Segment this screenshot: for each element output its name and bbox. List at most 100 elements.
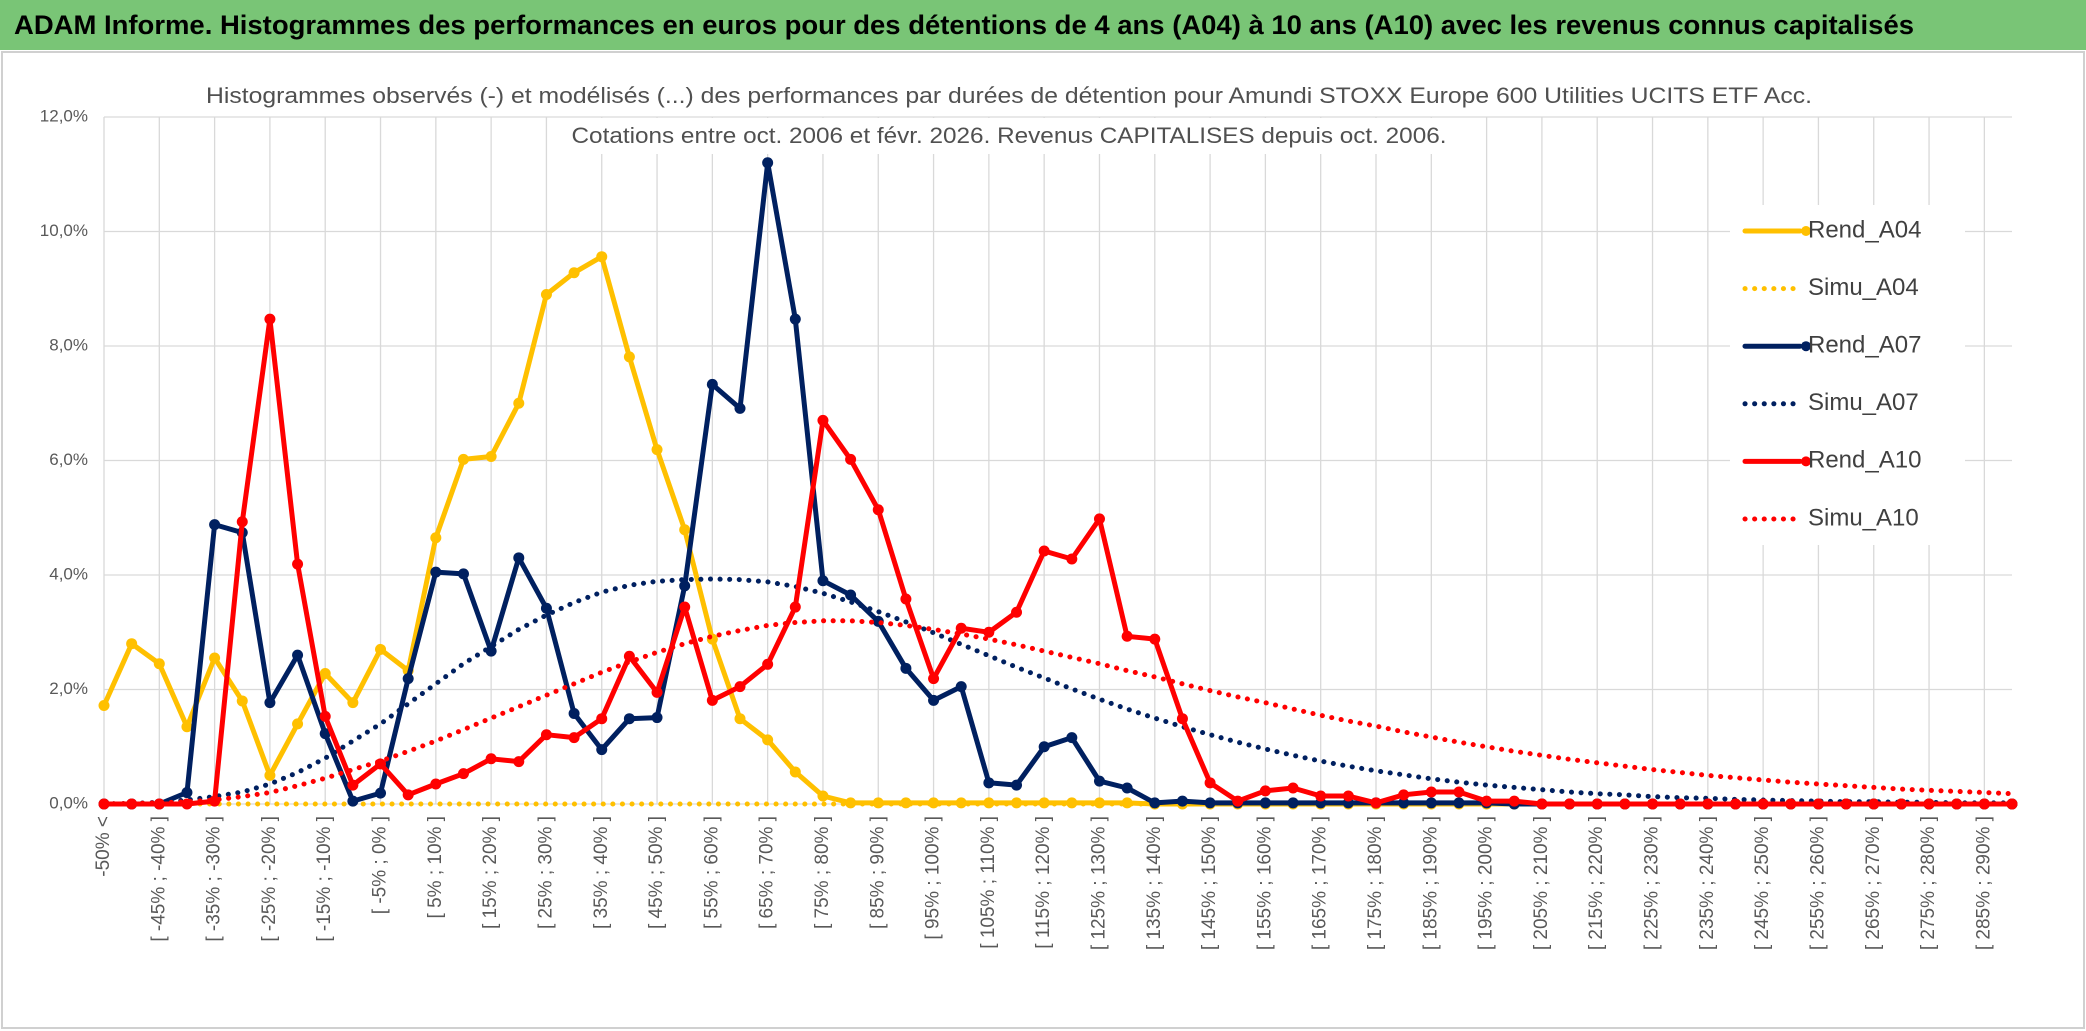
x-tick-label: [ 165% ; 170% ]: [1310, 816, 1331, 950]
point: [1204, 797, 1216, 809]
x-tick-label: [ 155% ; 160% ]: [1254, 816, 1275, 950]
point: [209, 652, 221, 664]
point: [1619, 798, 1631, 810]
point: [1176, 713, 1188, 725]
point: [651, 712, 663, 724]
point: [1453, 797, 1465, 809]
point: [845, 589, 857, 601]
legend-marker: [1801, 341, 1811, 352]
point: [1121, 782, 1133, 794]
point: [1923, 798, 1935, 810]
point: [789, 766, 801, 778]
point: [596, 713, 608, 725]
y-tick-label: 0,0%: [49, 793, 88, 812]
point: [1342, 790, 1354, 802]
chart-subtitle: Cotations entre oct. 2006 et févr. 2026.…: [572, 123, 1447, 148]
point: [762, 658, 774, 670]
point: [679, 524, 691, 536]
x-tick-label: [ 185% ; 190% ]: [1420, 816, 1441, 950]
point: [209, 519, 221, 531]
point: [1425, 797, 1437, 809]
subtitle-bg: [565, 118, 1455, 154]
point: [568, 708, 580, 720]
y-tick-label: 10,0%: [40, 221, 88, 240]
x-tick-label: [ 115% ; 120% ]: [1033, 816, 1054, 949]
x-tick-label: [ 35% ; 40% ]: [591, 816, 612, 929]
point: [375, 643, 387, 655]
point: [1011, 606, 1023, 618]
point: [1121, 630, 1133, 642]
x-tick-label: [ -15% ; -10% ]: [314, 816, 335, 942]
point: [540, 602, 552, 614]
point: [457, 768, 469, 780]
point: [734, 402, 746, 414]
legend-label: Rend_A07: [1808, 332, 1921, 359]
legend-label: Rend_A04: [1808, 216, 1921, 243]
point: [817, 414, 829, 426]
point: [679, 601, 691, 613]
banner: [0, 0, 2086, 50]
point: [900, 662, 912, 674]
y-tick-label: 8,0%: [49, 335, 88, 354]
x-tick-label: -50% <: [93, 816, 114, 877]
point: [181, 787, 193, 799]
point: [1398, 797, 1410, 809]
point: [1895, 798, 1907, 810]
point: [651, 444, 663, 456]
x-tick-label: [ 135% ; 140% ]: [1144, 816, 1165, 950]
point: [181, 721, 193, 733]
point: [955, 622, 967, 634]
legend-marker: [1801, 226, 1811, 236]
point: [1425, 786, 1437, 798]
point: [596, 251, 608, 263]
point: [1038, 545, 1050, 557]
point: [1591, 798, 1603, 810]
point: [762, 157, 774, 169]
point: [513, 552, 525, 564]
point: [789, 601, 801, 613]
point: [153, 658, 165, 670]
x-tick-label: [ 235% ; 240% ]: [1697, 816, 1718, 950]
x-tick-label: [ 175% ; 180% ]: [1365, 816, 1386, 950]
point: [1149, 633, 1161, 645]
point: [1315, 790, 1327, 802]
point: [1785, 798, 1797, 810]
point: [347, 697, 359, 709]
point: [1536, 798, 1548, 810]
point: [264, 313, 276, 325]
point: [457, 568, 469, 580]
point: [1093, 775, 1105, 787]
x-tick-label: [ 105% ; 110% ]: [978, 816, 999, 949]
chart-title: Histogrammes observés (-) et modélisés (…: [206, 83, 1812, 108]
point: [292, 558, 304, 570]
model-line: [101, 576, 2015, 807]
point: [1011, 779, 1023, 791]
point: [706, 694, 718, 706]
point: [679, 580, 691, 592]
x-tick-label: [ 275% ; 280% ]: [1918, 816, 1939, 950]
x-tick-label: [ 125% ; 130% ]: [1088, 816, 1109, 950]
x-tick-label: [ -35% ; -30% ]: [204, 816, 225, 942]
point: [596, 744, 608, 756]
point: [1093, 513, 1105, 525]
x-tick-label: [ 255% ; 260% ]: [1807, 816, 1828, 950]
point: [1066, 732, 1078, 744]
point: [540, 288, 552, 300]
point: [1149, 797, 1161, 809]
observed-line: [101, 316, 2015, 807]
point: [762, 734, 774, 746]
y-tick-label: 2,0%: [49, 679, 88, 698]
point: [734, 681, 746, 693]
x-tick-label: [ 95% ; 100% ]: [923, 816, 944, 940]
point: [1287, 782, 1299, 794]
x-tick-label: [ -45% ; -40% ]: [148, 816, 169, 942]
point: [236, 516, 248, 528]
point: [1812, 798, 1824, 810]
point: [1481, 795, 1493, 807]
point: [734, 713, 746, 725]
point: [568, 732, 580, 744]
point: [817, 575, 829, 587]
point: [955, 681, 967, 693]
x-tick-label: [ -5% ; 0% ]: [370, 816, 391, 914]
y-tick-label: 12,0%: [40, 106, 88, 125]
